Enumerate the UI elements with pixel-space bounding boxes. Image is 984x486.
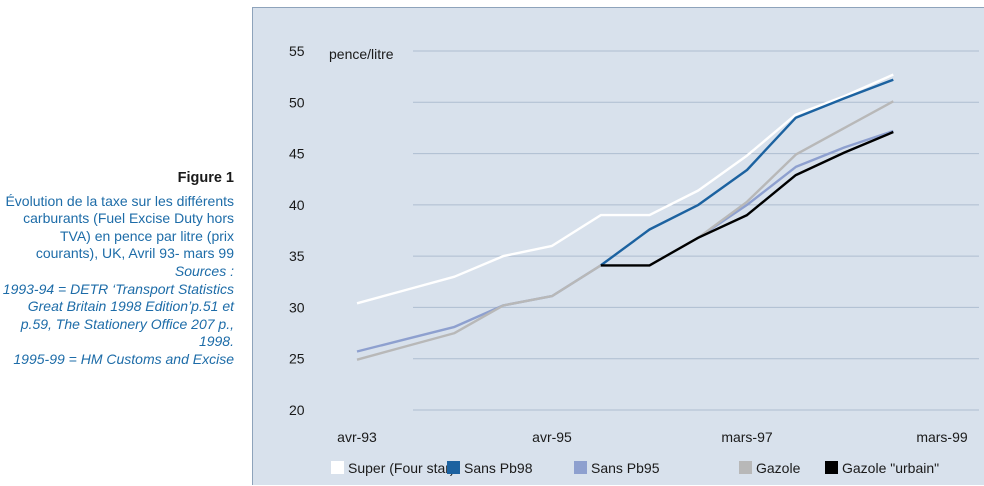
y-tick-label: 40 xyxy=(289,197,305,213)
x-tick-label: avr-93 xyxy=(337,429,377,445)
figure-label: Figure 1 xyxy=(177,170,234,186)
series-line-super-four-star xyxy=(356,73,894,305)
legend-label-super-four-star: Super (Four star) xyxy=(348,460,455,476)
gridlines xyxy=(413,50,979,411)
series-line-sans-pb98 xyxy=(600,78,894,267)
legend: Super (Four star) Sans Pb98 Sans Pb95 Gazol… xyxy=(331,460,939,476)
legend-swatch-sans-pb95 xyxy=(574,461,587,474)
series-lines xyxy=(356,73,894,361)
series-line-gazole xyxy=(356,100,894,361)
legend-swatch-gazole xyxy=(739,461,752,474)
legend-swatch-super-four-star xyxy=(331,461,344,474)
x-tick-label: mars-99 xyxy=(916,429,968,445)
series-line-sans-pb95 xyxy=(356,129,894,353)
series-line-gazole-urbain xyxy=(600,130,894,267)
y-axis-label: pence/litre xyxy=(329,46,394,62)
y-tick-label: 20 xyxy=(289,402,305,418)
figure-description: Évolution de la taxe sur les différents … xyxy=(5,192,234,262)
x-tick-label: mars-97 xyxy=(721,429,773,445)
figure-sources-label: Sources : xyxy=(174,262,234,279)
x-tick-label: avr-95 xyxy=(532,429,572,445)
legend-swatch-sans-pb98 xyxy=(447,461,460,474)
legend-label-gazole: Gazole xyxy=(756,460,801,476)
y-tick-label: 50 xyxy=(289,94,305,110)
chart-panel: 20 25 30 35 40 45 50 55 pence/litre avr-93 avr-9… xyxy=(252,7,984,485)
legend-label-sans-pb95: Sans Pb95 xyxy=(591,460,660,476)
y-axis-ticks: 20 25 30 35 40 45 50 55 xyxy=(289,43,305,418)
y-tick-label: 30 xyxy=(289,299,305,315)
figure-sources-1: 1993-94 = DETR ‘Transport Statistics Gre… xyxy=(2,280,234,350)
legend-swatch-gazole-urbain xyxy=(825,461,838,474)
y-tick-label: 25 xyxy=(289,351,305,367)
y-tick-label: 55 xyxy=(289,43,305,59)
y-tick-label: 45 xyxy=(289,146,305,162)
legend-label-gazole-urbain: Gazole "urbain" xyxy=(842,460,939,476)
figure-caption: Figure 1 Évolution de la taxe sur les di… xyxy=(0,170,234,369)
x-axis-ticks: avr-93 avr-95 mars-97 mars-99 xyxy=(337,429,968,445)
legend-label-sans-pb98: Sans Pb98 xyxy=(464,460,533,476)
y-tick-label: 35 xyxy=(289,248,305,264)
figure-sources-2: 1995-99 = HM Customs and Excise xyxy=(13,350,234,367)
